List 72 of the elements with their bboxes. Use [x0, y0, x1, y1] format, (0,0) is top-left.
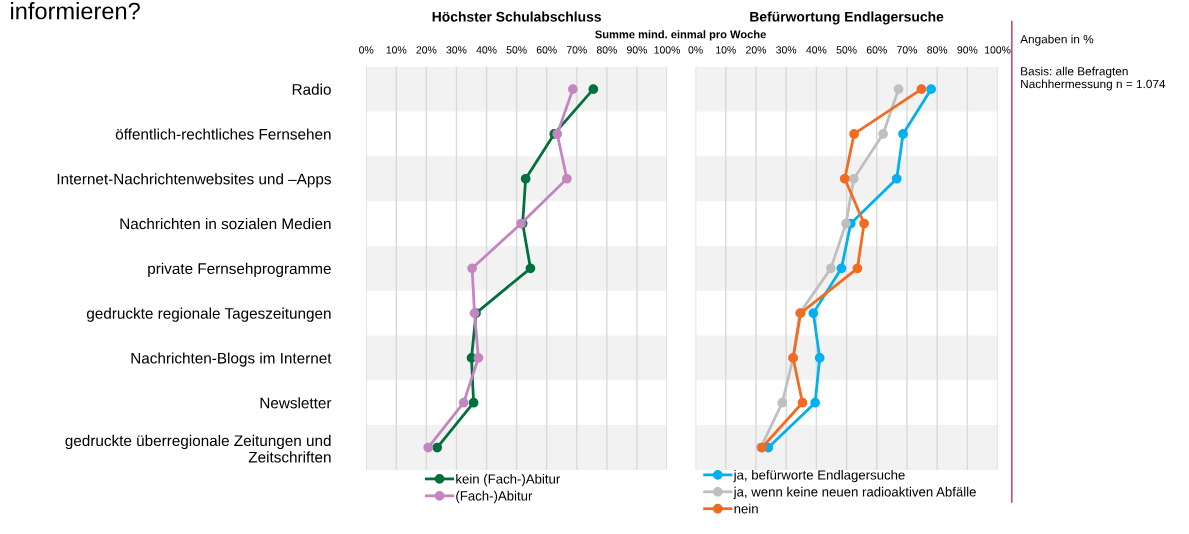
legend-label: ja, befürworte Endlagersuche	[733, 469, 905, 483]
point	[852, 263, 863, 274]
point	[520, 173, 531, 184]
text: Angaben in %	[1020, 34, 1094, 46]
x-axis-title: Summe mind. einmal pro Woche	[595, 30, 766, 41]
x-tick-label: 50%	[836, 46, 857, 54]
point	[826, 263, 836, 274]
x-tick-label: 10%	[386, 46, 407, 54]
x-tick-label: 20%	[416, 46, 437, 54]
point	[848, 173, 859, 184]
x-tick-label: 70%	[566, 46, 587, 54]
chart-title: Befürwortung Endlagersuche	[750, 11, 944, 25]
legend-label: kein (Fach-)Abitur	[456, 473, 561, 487]
point	[588, 84, 599, 95]
point	[893, 84, 904, 95]
y-tick-label: Nachrichten in sozialen Medien	[120, 218, 331, 230]
text: Basis: alle Befragten Nachhermessung n = 1.074	[1021, 66, 1166, 91]
x-tick-label: 100%	[985, 46, 1011, 54]
y-tick-label: Radio	[292, 83, 331, 95]
point	[473, 353, 484, 363]
x-tick-label: 0%	[359, 46, 374, 54]
point	[561, 173, 572, 184]
x-tick-label: 80%	[927, 46, 948, 54]
point	[898, 129, 908, 139]
x-tick-label: 20%	[746, 46, 767, 54]
x-tick-label: 30%	[446, 46, 467, 54]
point	[810, 397, 821, 408]
legend-label: nein	[734, 503, 758, 514]
point	[423, 442, 434, 453]
point	[568, 84, 578, 95]
x-tick-label: 10%	[716, 46, 736, 54]
chart-title: Höchster Schulabschluss	[432, 11, 601, 22]
y-tick-label: gedruckte regionale Tageszeitungen	[86, 307, 331, 322]
point	[926, 84, 936, 95]
point	[525, 263, 536, 274]
x-tick-label: 90%	[627, 46, 647, 54]
point	[891, 173, 902, 184]
legend-label: (Fach-)Abitur	[456, 490, 533, 504]
y-tick-label: Nachrichten-Blogs im Internet	[131, 352, 332, 367]
point	[797, 397, 808, 408]
x-tick-label: 90%	[957, 46, 978, 54]
x-tick-label: 60%	[866, 46, 887, 54]
x-tick-label: 40%	[476, 46, 497, 54]
x-tick-label: 60%	[536, 46, 557, 54]
x-tick-label: 50%	[506, 46, 527, 54]
x-tick-label: 0%	[688, 46, 703, 54]
y-tick-label: private Fernsehprogramme	[148, 262, 331, 278]
y-tick-label: gedruckte überregionale Zeitungen und Zeitschriften	[65, 434, 331, 463]
point	[814, 353, 825, 363]
point	[467, 263, 477, 274]
point	[839, 173, 850, 184]
y-tick-label: Internet-Nachrichtenwebsites und –Apps	[57, 173, 331, 188]
x-tick-label: 30%	[776, 46, 797, 54]
x-tick-label: 70%	[897, 46, 918, 54]
point	[468, 397, 479, 408]
x-tick-label: 40%	[806, 46, 827, 54]
text: informieren?	[11, 2, 140, 20]
y-tick-label: Newsletter	[260, 397, 332, 409]
point	[836, 263, 847, 274]
point	[859, 218, 869, 229]
point	[432, 442, 443, 453]
point	[777, 397, 788, 408]
point	[878, 129, 888, 139]
point	[916, 84, 927, 95]
x-tick-label: 100%	[654, 46, 680, 54]
y-tick-label: öffentlich-rechtliches Fernsehen	[115, 128, 331, 140]
point	[849, 129, 859, 139]
point	[841, 218, 851, 229]
point	[808, 308, 819, 318]
point	[458, 397, 469, 408]
legend-label: ja, wenn keine neuen radioaktiven Abfälle	[733, 486, 976, 500]
x-tick-label: 80%	[596, 46, 617, 54]
